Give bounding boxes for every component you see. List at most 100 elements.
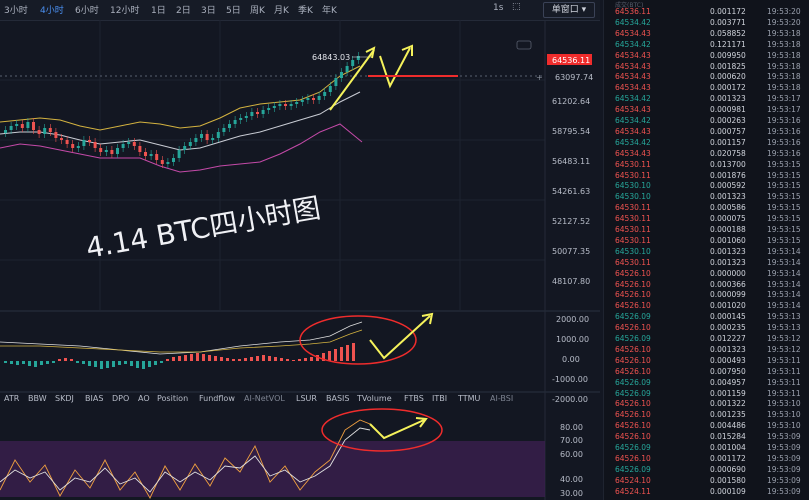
price-chart[interactable]: 64843.03 4.14 BTC四小时图 64536.11 63097.74 …	[0, 20, 600, 500]
trade-qty: 0.001323	[710, 94, 746, 104]
tf-week[interactable]: 周K	[250, 6, 265, 16]
trade-price: 64526.09	[615, 377, 651, 387]
tf-2d[interactable]: 2日	[176, 6, 191, 16]
price-tick: 52127.52	[552, 217, 590, 226]
trade-qty: 0.007950	[710, 366, 746, 376]
tab-lsur[interactable]: LSUR	[296, 394, 317, 403]
candle-body	[138, 146, 142, 152]
tab-skdj[interactable]: SKDJ	[55, 394, 74, 403]
trade-time: 19:53:11	[767, 377, 801, 387]
trade-price: 64534.43	[615, 28, 651, 38]
trade-price: 64534.43	[615, 126, 651, 136]
candle-body	[60, 138, 63, 140]
trade-qty: 0.001172	[710, 453, 746, 463]
interval-label[interactable]: 1s	[493, 3, 504, 13]
macd-bar	[250, 357, 253, 361]
tab-ai-netvol[interactable]: AI-NetVOL	[244, 394, 285, 403]
tab-ao[interactable]: AO	[138, 394, 150, 403]
tab-bias[interactable]: BIAS	[85, 394, 104, 403]
tf-year[interactable]: 年K	[322, 6, 337, 16]
tf-4h[interactable]: 4小时	[40, 6, 64, 16]
macd-bar	[142, 361, 145, 369]
macd-bar	[118, 361, 121, 365]
macd-tick: -2000.00	[552, 395, 588, 404]
trade-time: 19:53:18	[767, 50, 801, 60]
trade-row: 64526.09 0.000145 19:53:13	[604, 311, 809, 323]
add-alert-icon[interactable]: +	[536, 73, 543, 82]
chart-gridlines	[0, 20, 545, 310]
timeframe-toolbar: 3小时 4小时 6小时 12小时 1日 2日 3日 5日 周K 月K 季K 年K…	[0, 0, 600, 21]
macd-bar	[64, 358, 67, 361]
single-window-button[interactable]: 单窗口 ▾	[543, 2, 595, 18]
trade-qty: 0.000188	[710, 225, 746, 234]
tab-itbi[interactable]: ITBI	[432, 394, 448, 403]
tab-position[interactable]: Position	[157, 394, 189, 403]
tab-fundflow[interactable]: Fundflow	[199, 394, 235, 403]
trade-time: 19:53:15	[767, 181, 801, 191]
macd-bar	[172, 357, 175, 361]
candle-body	[15, 124, 19, 126]
trade-qty: 0.001876	[710, 170, 746, 180]
macd-bar	[46, 361, 49, 364]
tab-bbw[interactable]: BBW	[28, 394, 47, 403]
trade-time: 19:53:14	[767, 246, 801, 256]
trade-row: 64530.11 0.001323 19:53:14	[604, 257, 809, 269]
tf-quarter[interactable]: 季K	[298, 6, 313, 16]
trade-row: 64534.42 0.121171 19:53:18	[604, 39, 809, 51]
tf-3d[interactable]: 3日	[201, 6, 216, 16]
trade-qty: 0.000172	[710, 83, 746, 93]
tab-tvolume[interactable]: TVolume	[357, 394, 392, 403]
candle-body	[116, 148, 119, 154]
trade-time: 19:53:09	[767, 486, 801, 496]
trade-price: 64534.43	[615, 50, 651, 60]
trade-time: 19:53:13	[767, 312, 801, 322]
tab-ai-bsi[interactable]: AI-BSI	[490, 394, 514, 403]
price-tick: 56483.11	[552, 157, 590, 166]
macd-bar	[94, 361, 97, 367]
trade-time: 19:53:10	[767, 410, 801, 420]
trade-time: 19:53:16	[767, 126, 801, 136]
trade-row: 64530.11 0.000188 19:53:15	[604, 224, 809, 236]
trade-qty: 0.001004	[710, 443, 746, 452]
chart-settings-icon[interactable]	[516, 40, 532, 50]
tab-dpo[interactable]: DPO	[112, 394, 130, 403]
macd-bar	[280, 358, 283, 361]
candle-body	[334, 78, 338, 86]
tf-month[interactable]: 月K	[274, 6, 289, 16]
trade-qty: 0.000000	[710, 268, 746, 278]
indicator-tabs: ATR BBW SKDJ BIAS DPO AO Position Fundfl…	[0, 394, 545, 408]
trade-time: 19:53:20	[767, 17, 801, 27]
fullscreen-icon[interactable]: ⬚	[512, 2, 521, 12]
candle-body	[289, 104, 293, 106]
tab-ftbs[interactable]: FTBS	[404, 394, 424, 403]
trade-price: 64526.10	[615, 399, 651, 409]
tab-ttmu[interactable]: TTMU	[458, 394, 481, 403]
tf-5d[interactable]: 5日	[226, 6, 241, 16]
candle-body	[104, 150, 108, 152]
tf-3h[interactable]: 3小时	[4, 6, 28, 16]
candle-body	[211, 138, 215, 140]
macd-bar	[334, 349, 337, 361]
candle-body	[244, 116, 248, 118]
tf-6h[interactable]: 6小时	[75, 6, 99, 16]
trade-row: 64526.10 0.000099 19:53:14	[604, 289, 809, 301]
trade-time: 19:53:15	[767, 170, 801, 180]
trade-price: 64534.42	[615, 137, 651, 147]
trade-qty: 0.004486	[710, 421, 746, 431]
tf-1d[interactable]: 1日	[151, 6, 166, 16]
trade-history-panel[interactable]: 成交(BTC) 64536.11 0.001172 19:53:20 64534.42…	[603, 0, 809, 500]
tab-atr[interactable]: ATR	[4, 394, 20, 403]
tab-basis[interactable]: BASIS	[326, 394, 350, 403]
trade-row: 64530.11 0.001060 19:53:15	[604, 235, 809, 247]
trade-time: 19:53:17	[767, 105, 801, 115]
candle-body	[26, 122, 30, 128]
trade-time: 19:53:18	[767, 61, 801, 71]
trade-qty: 0.001172	[710, 7, 746, 16]
tf-12h[interactable]: 12小时	[110, 6, 140, 16]
macd-bar	[154, 361, 157, 365]
macd-bar	[34, 361, 37, 367]
trade-row: 64534.42 0.001323 19:53:17	[604, 93, 809, 105]
candle-body	[155, 154, 159, 160]
trade-row: 64526.09 0.012227 19:53:12	[604, 333, 809, 345]
trade-row: 64530.10 0.001323 19:53:15	[604, 191, 809, 203]
